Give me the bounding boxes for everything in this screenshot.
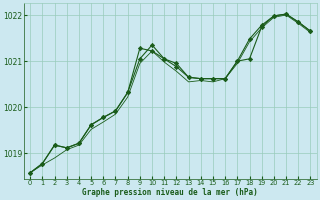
X-axis label: Graphe pression niveau de la mer (hPa): Graphe pression niveau de la mer (hPa) bbox=[83, 188, 258, 197]
